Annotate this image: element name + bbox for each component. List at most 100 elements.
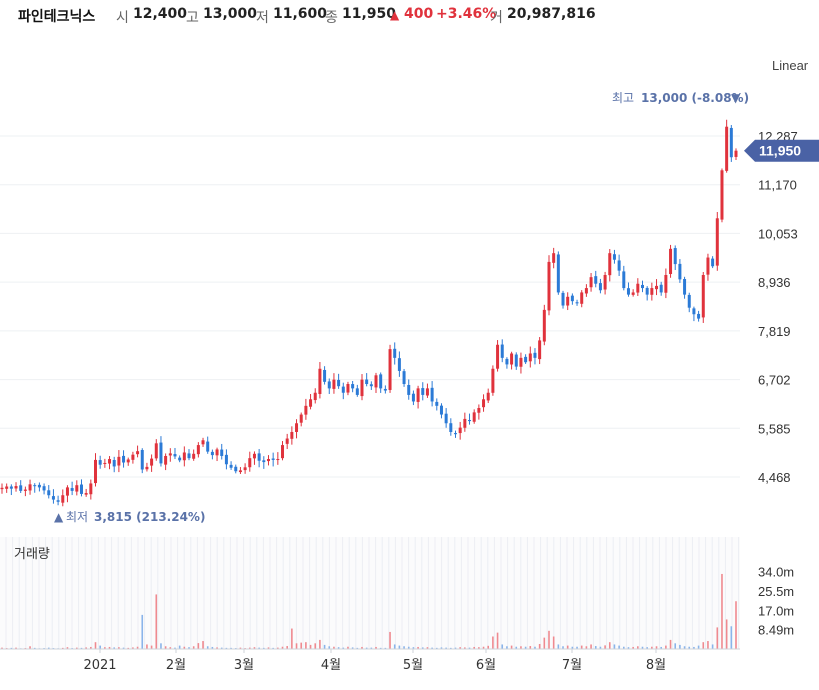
volume-bar [384,647,387,649]
volume-bar [674,643,677,649]
candle-body [173,454,177,457]
volume-bar [263,647,265,649]
volume-bar [141,614,144,649]
candle-body [407,384,411,395]
volume-bar [529,646,532,649]
volume-bar [333,646,335,649]
candle-body [266,459,270,462]
volume-bar [613,644,616,649]
x-tick-label: 5월 [403,658,423,673]
candle-body [126,459,130,463]
candle-body [51,496,55,500]
candle-body [168,453,172,456]
volume-bar [641,646,644,649]
volume-bar [557,644,560,649]
candle-body [351,384,355,389]
candle-body [514,354,518,367]
candle-body [192,453,196,459]
x-tick-label: 4월 [321,658,341,673]
volume-bar [478,647,480,649]
volume-bar [711,644,714,649]
price-tick-label: 7,819 [758,324,791,339]
x-tick-label: 8월 [646,658,666,673]
volume-bar [323,644,326,649]
volume-bar [202,641,204,649]
candle-body [720,170,724,220]
candle-body [271,458,275,460]
candle-body [285,438,289,444]
candle-body [468,419,472,422]
change-value: 400 [404,6,434,22]
volume-bar [520,646,522,649]
volume-bar [473,646,475,649]
candle-body [496,344,500,369]
change-percent: +3.46% [436,6,497,22]
candle-body [692,308,696,315]
volume-bar [496,632,499,649]
volume-bar [389,631,391,649]
candle-body [701,274,705,318]
candle-body [570,295,574,302]
candle-body [220,449,224,456]
candle-body [28,484,32,491]
candle-body [435,401,439,406]
candle-body [84,493,88,495]
volume-bar [277,647,279,649]
candle-body [23,489,27,491]
volume-bar [150,645,153,649]
volume-bar [435,647,438,649]
candle-body [210,451,214,456]
price-tick-label: 8,936 [758,275,791,290]
candle-body [257,453,261,461]
candle-body [589,277,593,288]
volume-bar [174,647,176,649]
volume-bar [599,646,602,649]
volume-bar [618,645,620,649]
candle-body [393,348,397,358]
scale-mode-toggle[interactable]: Linear [772,58,809,73]
volume-bar [356,647,359,649]
candle-body [411,393,415,402]
volume-bar [10,647,13,649]
candle-body [140,449,144,470]
volume-bar [379,647,382,649]
volume-bar [136,646,139,649]
volume-bar [90,646,92,649]
volume-bar [375,646,377,649]
candle-body [262,460,266,463]
volume-bar [707,641,709,649]
volume-bar [337,647,340,649]
high-annotation-value: 13,000 (-8.08%) [641,91,749,105]
volume-bar [169,647,172,649]
candle-body [56,500,60,502]
candle-body [369,384,373,387]
volume-bar [482,646,485,649]
price-tick-label: 4,468 [758,470,791,485]
candle-body [729,127,733,158]
low-value: 11,600 [273,6,328,22]
candle-body [715,218,719,266]
volume-bar [216,647,218,649]
candle-body [669,248,673,275]
candle-body [243,467,247,471]
candle-body [379,374,383,389]
candle-body [374,375,378,388]
volume-bar [127,647,130,649]
volume-bar [450,647,452,649]
candle-body [584,288,588,294]
candle-body [178,457,182,461]
volume-label: 거 [490,10,503,26]
volume-bar [594,646,597,649]
price-tick-label: 5,585 [758,421,791,436]
volume-bar [291,628,293,649]
volume-bar [206,646,209,649]
volume-bar [351,647,354,649]
volume-bar [309,644,312,649]
candle-body [9,486,13,489]
volume-bar [585,646,588,649]
volume-bar [506,646,508,649]
candle-body [182,452,186,461]
volume-bar [305,642,307,649]
low-annotation-value: 3,815 (213.24%) [94,510,205,524]
